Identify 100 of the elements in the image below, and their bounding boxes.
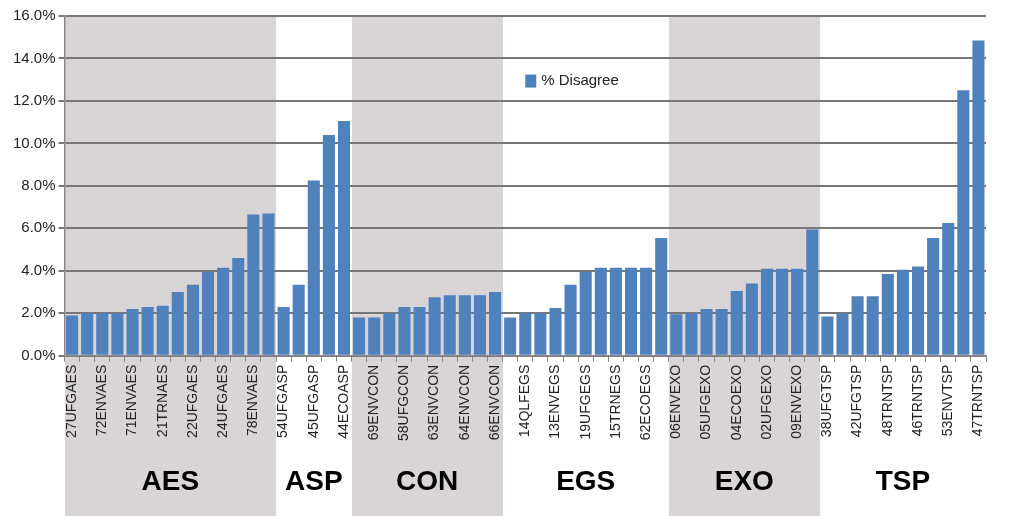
- bar: [821, 316, 834, 355]
- text: ASP: [284, 464, 343, 496]
- bar: [655, 237, 668, 355]
- x-tick-label: 13ENVEGS: [546, 364, 563, 439]
- bar: [700, 309, 713, 355]
- bar: [715, 309, 728, 355]
- y-tick-label: 2.0%: [21, 303, 56, 321]
- bar: [458, 295, 471, 355]
- bar: [624, 267, 638, 355]
- bar: [186, 284, 199, 355]
- x-tick-label: 63ENVCON: [425, 364, 442, 441]
- y-tick-label: 8.0%: [21, 176, 56, 194]
- x-tick-label: 21TRNAES: [153, 364, 170, 438]
- x-tick-label: 27UFGAES: [62, 364, 79, 438]
- text: EXO: [714, 464, 774, 496]
- x-tick-label: 22UFGAES: [183, 364, 200, 438]
- bar: [866, 296, 879, 355]
- x-tick-label: 15TRNEGS: [606, 364, 623, 439]
- bar: [911, 266, 925, 355]
- bar: [836, 313, 849, 355]
- y-tick-label: 12.0%: [12, 91, 56, 109]
- bar: [217, 267, 230, 355]
- y-tick-label: 4.0%: [21, 260, 56, 278]
- bar: [337, 121, 351, 355]
- x-tick-label: 53ENVTSP: [939, 364, 956, 437]
- bar: [564, 284, 577, 355]
- bar: [126, 309, 139, 355]
- x-tick-label: 46TRNTSP: [908, 364, 925, 437]
- bar: [806, 229, 819, 355]
- x-tick-label: 78ENVAES: [244, 364, 261, 437]
- bar: [202, 271, 215, 355]
- x-tick-label: 24UFGAES: [214, 364, 230, 438]
- x-tick-label: 19UFGEGS: [576, 364, 593, 440]
- text: EGS: [556, 464, 616, 496]
- x-tick-label: 66ENVCON: [485, 364, 502, 441]
- bar: [413, 306, 426, 355]
- bar: [307, 180, 320, 355]
- text: TSP: [875, 464, 931, 496]
- x-tick-label: 45UFGASP: [304, 364, 321, 438]
- x-tick-label: 14QLFEGS: [516, 364, 533, 438]
- bar: [730, 291, 743, 355]
- bar: [428, 297, 441, 355]
- bar: [670, 314, 683, 355]
- bar: [791, 268, 804, 355]
- bar: [489, 292, 502, 355]
- bar: [66, 315, 79, 355]
- x-tick-label: 05UFGEXO: [697, 364, 714, 440]
- bar: [640, 267, 653, 355]
- text: CON: [395, 464, 459, 496]
- bar: [398, 306, 411, 355]
- bar: [247, 214, 260, 355]
- bar: [881, 274, 894, 355]
- x-tick-label: 38UFGTSP: [818, 364, 835, 438]
- x-tick-label: 02UFGEXO: [757, 364, 774, 440]
- bar: [171, 292, 184, 355]
- x-tick-label: 58UFGCON: [395, 364, 412, 441]
- bar: [383, 313, 396, 355]
- y-tick-label: 10.0%: [12, 133, 56, 151]
- bar: [972, 40, 985, 355]
- bar: [519, 313, 532, 355]
- bar: [277, 306, 290, 355]
- x-tick-label: 47TRNTSP: [969, 364, 986, 437]
- y-tick-label: 0.0%: [21, 345, 56, 363]
- bar: [141, 306, 154, 355]
- bar: [443, 295, 456, 355]
- bar: [776, 268, 789, 355]
- y-tick-label: 14.0%: [12, 48, 56, 66]
- y-tick-label: 16.0%: [12, 6, 56, 24]
- bar: [549, 307, 562, 355]
- x-tick-label: 09ENVEXO: [788, 364, 805, 439]
- x-tick-label: 44ECOASP: [334, 364, 351, 439]
- bar: [745, 283, 758, 355]
- bar: [353, 317, 366, 355]
- bar: [322, 134, 335, 355]
- x-tick-label: 69ENVCON: [365, 364, 382, 441]
- x-tick-label: 64ENVCON: [455, 364, 472, 441]
- bar: [957, 90, 970, 355]
- x-tick-label: 42UFGTSP: [848, 364, 865, 438]
- legend-label: % Disagree: [541, 70, 619, 88]
- bar: [851, 296, 864, 355]
- bar: [896, 269, 909, 355]
- bar: [609, 267, 622, 355]
- bar: [579, 271, 592, 355]
- bar: [232, 258, 245, 355]
- bar: [504, 317, 517, 355]
- text: AES: [141, 464, 200, 496]
- bar: [262, 213, 275, 355]
- bar: [534, 313, 547, 355]
- x-tick-label: 54UFGASP: [274, 364, 291, 438]
- y-tick-label: 6.0%: [21, 218, 56, 236]
- x-tick-label: 62ECOEGS: [636, 364, 653, 441]
- bar: [760, 268, 774, 355]
- x-tick-label: 04ECOEXO: [727, 364, 744, 441]
- bar: [927, 237, 940, 355]
- bar: [473, 295, 486, 355]
- x-tick-label: 71ENVAES: [123, 364, 140, 437]
- bar: [81, 313, 94, 355]
- bar: [368, 317, 381, 355]
- bar: [685, 313, 698, 355]
- bar: [96, 313, 109, 355]
